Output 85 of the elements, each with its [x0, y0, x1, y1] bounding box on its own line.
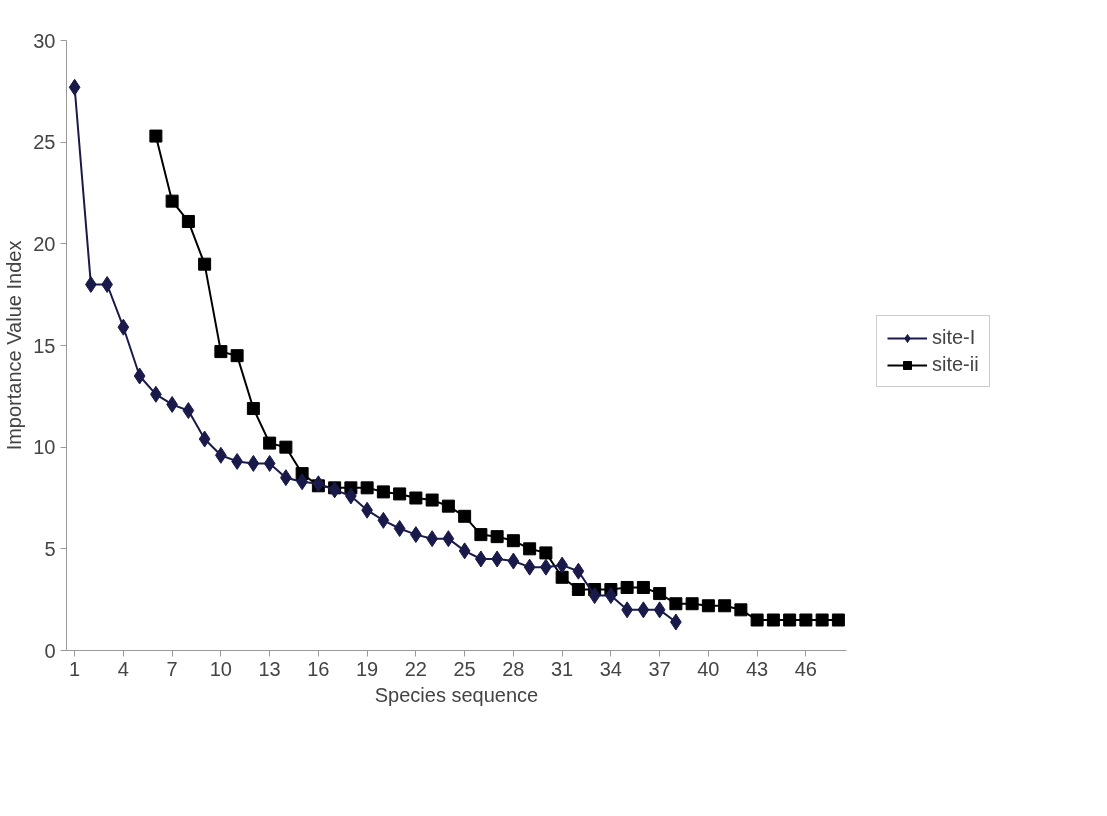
point: [312, 475, 325, 493]
point: [85, 276, 97, 293]
y-tick-label: 30: [33, 29, 56, 52]
x-tick-label: 34: [599, 657, 622, 680]
point: [263, 454, 276, 472]
point: [783, 613, 797, 627]
point: [198, 257, 212, 271]
y-axis-title: Importance Value Index: [3, 240, 26, 451]
point: [523, 558, 536, 576]
point: [377, 511, 390, 529]
point: [117, 318, 130, 336]
point: [133, 367, 146, 385]
point: [409, 491, 423, 505]
point: [68, 78, 81, 96]
x-tick-label: 16: [307, 657, 330, 680]
point: [360, 481, 374, 495]
x-tick-label: 19: [356, 657, 379, 680]
point: [523, 542, 537, 556]
point: [425, 493, 439, 507]
point: [701, 599, 715, 613]
point: [669, 597, 683, 611]
legend-label: site-I: [932, 326, 976, 349]
point: [766, 613, 780, 627]
y-tick-label: 15: [33, 334, 56, 357]
x-tick-label: 22: [404, 657, 427, 680]
point: [815, 613, 829, 627]
legend-label: site-ii: [932, 353, 979, 376]
point: [734, 603, 748, 617]
x-tick-label: 25: [453, 657, 476, 680]
point: [393, 487, 407, 501]
point: [653, 587, 667, 601]
point: [376, 485, 390, 499]
x-tick-label: 43: [746, 657, 769, 680]
point: [165, 194, 179, 208]
point: [507, 552, 520, 570]
point: [831, 613, 845, 627]
point: [685, 597, 699, 611]
point: [101, 276, 113, 293]
point: [458, 509, 472, 523]
y-tick-label: 20: [33, 232, 56, 255]
point: [441, 499, 455, 513]
point: [279, 440, 293, 454]
x-tick-label: 10: [209, 657, 232, 680]
point: [328, 481, 341, 499]
point: [247, 454, 260, 472]
point: [750, 613, 764, 627]
point: [149, 129, 163, 143]
point: [539, 546, 553, 560]
y-tick-label: 5: [44, 537, 56, 560]
point: [474, 528, 488, 542]
point: [458, 542, 471, 560]
point: [572, 562, 585, 580]
y-tick-label: 10: [33, 436, 56, 459]
point: [653, 601, 666, 619]
x-tick-label: 37: [648, 657, 671, 680]
point: [246, 402, 260, 416]
x-tick-label: 40: [697, 657, 720, 680]
point: [506, 534, 520, 548]
x-tick-label: 13: [258, 657, 281, 680]
point: [214, 345, 228, 359]
x-tick-label: 31: [551, 657, 574, 680]
x-tick-label: 46: [794, 657, 817, 680]
point: [490, 530, 504, 544]
point: [637, 601, 650, 619]
point: [799, 613, 813, 627]
x-tick-label: 7: [166, 657, 178, 680]
point: [718, 599, 732, 613]
x-tick-label: 28: [502, 657, 525, 680]
point: [571, 583, 585, 596]
point: [263, 436, 277, 450]
point: [230, 349, 244, 363]
point: [442, 530, 455, 548]
x-axis-title: Species sequence: [374, 683, 539, 706]
point: [620, 580, 634, 594]
y-tick-label: 25: [33, 131, 56, 154]
point: [588, 587, 601, 605]
point: [555, 570, 569, 584]
point: [636, 580, 650, 594]
y-tick-label: 0: [44, 639, 56, 662]
point: [198, 430, 211, 448]
point: [182, 402, 195, 420]
x-tick-label: 4: [117, 657, 129, 680]
point: [393, 520, 406, 537]
x-tick-label: 1: [69, 657, 81, 680]
point: [181, 214, 195, 228]
